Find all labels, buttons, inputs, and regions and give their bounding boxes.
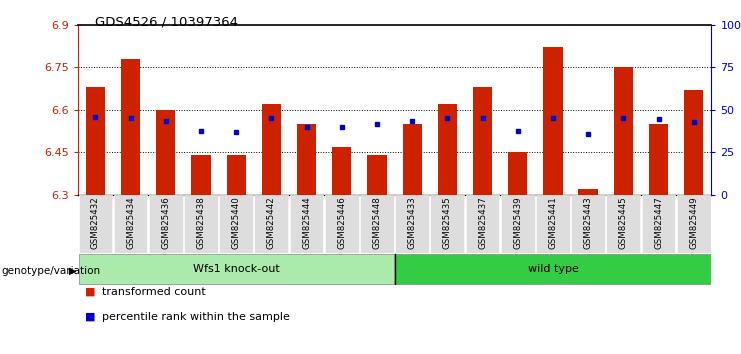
Text: genotype/variation: genotype/variation [1,266,101,276]
Bar [191,155,210,195]
Text: GSM825438: GSM825438 [196,196,205,249]
FancyBboxPatch shape [360,195,394,252]
FancyBboxPatch shape [149,195,183,252]
FancyBboxPatch shape [79,195,113,252]
Text: GSM825447: GSM825447 [654,196,663,249]
Text: GSM825439: GSM825439 [514,196,522,249]
Bar [86,87,105,195]
FancyBboxPatch shape [254,195,288,252]
Text: Wfs1 knock-out: Wfs1 knock-out [193,264,279,274]
Text: GSM825442: GSM825442 [267,196,276,249]
FancyBboxPatch shape [642,195,676,252]
Text: GSM825437: GSM825437 [478,196,487,249]
Text: GSM825432: GSM825432 [91,196,100,249]
FancyBboxPatch shape [113,195,147,252]
Bar [262,104,281,195]
Bar [438,104,457,195]
Text: GSM825435: GSM825435 [443,196,452,249]
Text: ▶: ▶ [69,266,76,276]
Bar [614,67,633,195]
Bar [684,90,703,195]
Bar [649,124,668,195]
FancyBboxPatch shape [395,195,429,252]
Text: GSM825445: GSM825445 [619,196,628,249]
FancyBboxPatch shape [325,195,359,252]
FancyBboxPatch shape [184,195,218,252]
Text: GSM825449: GSM825449 [689,196,698,249]
Text: GSM825440: GSM825440 [232,196,241,249]
FancyBboxPatch shape [395,254,711,284]
FancyBboxPatch shape [219,195,253,252]
Bar [543,47,562,195]
FancyBboxPatch shape [536,195,570,252]
Bar [332,147,351,195]
FancyBboxPatch shape [290,195,324,252]
Bar [156,110,176,195]
Text: transformed count: transformed count [102,287,205,297]
FancyBboxPatch shape [431,195,465,252]
Bar [368,155,387,195]
Text: GDS4526 / 10397364: GDS4526 / 10397364 [96,16,238,29]
FancyBboxPatch shape [606,195,640,252]
Text: GSM825444: GSM825444 [302,196,311,249]
Bar [297,124,316,195]
Bar [227,155,246,195]
Text: GSM825441: GSM825441 [548,196,557,249]
Text: GSM825436: GSM825436 [162,196,170,249]
Text: ■: ■ [85,287,96,297]
Text: GSM825443: GSM825443 [584,196,593,249]
FancyBboxPatch shape [677,195,711,252]
Text: wild type: wild type [528,264,579,274]
Bar [121,59,140,195]
Text: GSM825434: GSM825434 [126,196,135,249]
FancyBboxPatch shape [465,195,499,252]
Text: percentile rank within the sample: percentile rank within the sample [102,312,290,322]
Text: GSM825446: GSM825446 [337,196,346,249]
FancyBboxPatch shape [571,195,605,252]
Text: GSM825448: GSM825448 [373,196,382,249]
Text: ■: ■ [85,312,96,322]
Bar [402,124,422,195]
Bar [579,189,598,195]
Bar [508,152,528,195]
Bar [473,87,492,195]
FancyBboxPatch shape [79,254,394,284]
FancyBboxPatch shape [501,195,535,252]
Text: GSM825433: GSM825433 [408,196,416,249]
